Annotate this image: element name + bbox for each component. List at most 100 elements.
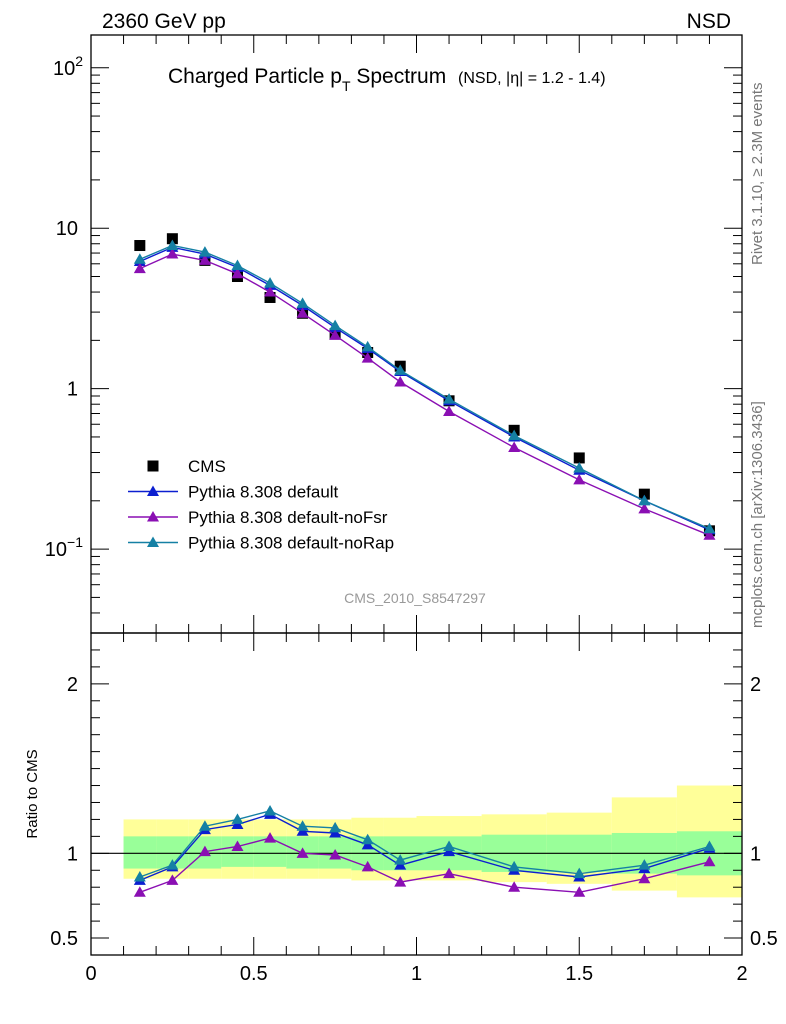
ratio-point-noRap [508, 860, 521, 872]
ratio-y-tick-label: 2 [67, 674, 78, 696]
ratio-point-noRap [264, 804, 277, 816]
ratio-point-noFsr [329, 849, 342, 860]
ratio-point-noFsr [443, 867, 456, 879]
ratio-point-noFsr [231, 840, 244, 852]
ratio-line-noRap [139, 810, 710, 878]
data-point-cms [638, 488, 650, 500]
ratio-point-noRap [394, 854, 407, 865]
ratio-point-noFsr [573, 886, 586, 897]
data-point-noRap [394, 364, 407, 375]
data-point-noRap [443, 393, 456, 404]
ratio-point-noRap [361, 833, 374, 845]
data-point-noFsr [573, 473, 586, 485]
data-point-noRap [638, 494, 651, 506]
ratio-point-noRap [329, 821, 342, 833]
x-tick-label: 1.5 [565, 963, 593, 985]
ratio-point-noFsr [394, 876, 407, 887]
ratio-y-tick-label-right: 0.5 [750, 928, 778, 950]
ratio-point-noFsr [361, 860, 374, 872]
data-point-noFsr [638, 502, 651, 514]
legend: CMS Pythia 8.308 default Pythia 8.308 defa… [128, 457, 394, 553]
ratio-point-noFsr [264, 832, 277, 843]
data-point-noFsr [198, 254, 211, 265]
uncertainty-band-inner [123, 836, 157, 869]
data-point-noRap [296, 297, 309, 308]
analysis-label: CMS_2010_S8547297 [344, 590, 486, 606]
ratio-line-noFsr [139, 837, 710, 894]
ratio-point-noRap [573, 867, 586, 879]
ratio-point-noFsr [296, 847, 309, 858]
process-label: NSD [687, 10, 731, 33]
data-point-noFsr [361, 352, 374, 363]
x-tick-label: 2 [736, 963, 747, 985]
data-point-noFsr [264, 286, 277, 297]
data-point-noRap [198, 246, 211, 257]
data-point-noFsr [296, 307, 309, 318]
ratio-plot-frame [90, 632, 743, 956]
data-point-noFsr [508, 441, 521, 452]
legend-label-data: CMS [188, 457, 226, 476]
ratio-panel: 0.5 0.5 1 1 2 2 0 0.5 1 1.5 2 Ratio to CMS [24, 632, 778, 985]
data-point-noRap [361, 340, 374, 352]
data-point-noRap [703, 522, 716, 534]
ratio-y-tick-label-right: 2 [750, 674, 761, 696]
ratio-point-noFsr [133, 886, 146, 897]
y-tick-label: 1 [67, 379, 78, 401]
ratio-point-noRap [296, 820, 309, 831]
legend-marker-cms [147, 460, 159, 472]
ratio-y-tick-label-right: 1 [750, 843, 761, 865]
legend-marker-default [147, 485, 159, 496]
legend-marker-noRap [147, 536, 159, 547]
data-point-noFsr [394, 376, 407, 387]
ratio-point-noFsr [508, 881, 521, 892]
legend-label-noFsr: Pythia 8.308 default-noFsr [188, 508, 388, 527]
ratio-point-noFsr [638, 872, 651, 884]
ratio-point-noFsr [166, 874, 179, 885]
data-point-noFsr [133, 262, 146, 274]
series-line-noRap [139, 244, 710, 530]
data-point-cms [264, 291, 276, 303]
x-tick-label: 0.5 [240, 963, 268, 985]
ratio-point-noRap [166, 859, 179, 870]
data-point-noFsr [443, 405, 456, 417]
ratio-point-noRap [443, 840, 456, 852]
data-point-noFsr [703, 529, 716, 540]
data-point-noRap [508, 429, 521, 441]
chart-title: Charged Particle pT Spectrum (NSD, |η| =… [168, 65, 606, 94]
data-point-noFsr [329, 329, 342, 340]
data-point-noRap [166, 239, 179, 251]
ratio-point-noRap [703, 840, 716, 852]
data-point-noRap [329, 319, 342, 331]
ratio-point-noRap [198, 820, 211, 831]
x-tick-label: 1 [411, 963, 422, 985]
y-tick-label: 102 [53, 53, 83, 80]
ratio-point-noFsr [703, 855, 716, 867]
main-panel: 10−1 1 10 102 Charged Particle pT Spectrum … [45, 34, 743, 634]
series-line-noFsr [139, 253, 710, 536]
x-tick-label: 0 [85, 963, 96, 985]
ratio-point-noRap [231, 813, 244, 824]
data-point-cms [573, 452, 585, 464]
y-tick-label: 10 [56, 218, 78, 240]
data-point-noFsr [231, 267, 244, 279]
ratio-y-axis-label: Ratio to CMS [24, 749, 41, 838]
data-point-noRap [573, 462, 586, 473]
collision-label: 2360 GeV pp [102, 10, 226, 33]
y-tick-label: 10−1 [45, 534, 83, 561]
ratio-point-noFsr [198, 845, 211, 857]
ratio-y-tick-label: 1 [67, 843, 78, 865]
data-point-cms [134, 240, 146, 252]
data-point-noRap [133, 253, 146, 264]
ratio-point-noRap [638, 859, 651, 870]
data-point-cms [166, 233, 178, 245]
legend-label-noRap: Pythia 8.308 default-noRap [188, 534, 394, 553]
ratio-point-noRap [133, 871, 146, 882]
legend-label-default: Pythia 8.308 default [188, 483, 339, 502]
ratio-line-default [139, 813, 710, 882]
data-point-noRap [264, 277, 277, 288]
rivet-version-label: Rivet 3.1.10, ≥ 2.3M events [749, 83, 766, 266]
legend-marker-noFsr [147, 511, 159, 522]
data-point-noRap [231, 259, 244, 271]
data-point-noFsr [166, 248, 179, 259]
